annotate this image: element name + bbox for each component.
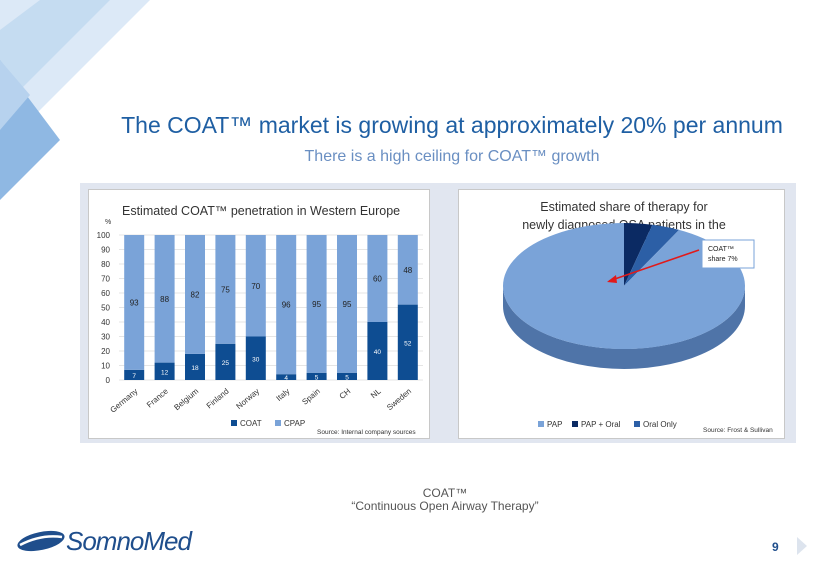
bar-ytick-label: 20 xyxy=(101,347,110,356)
bar-ytick-label: 60 xyxy=(101,289,110,298)
pie-annotation-arrowhead xyxy=(607,275,617,283)
bar-coat xyxy=(276,374,297,380)
pie-title-line: Estimated share of therapy for xyxy=(540,200,707,214)
bar-data-label: 96 xyxy=(282,301,291,310)
bar-coat xyxy=(245,336,266,380)
bar-data-label: 88 xyxy=(160,295,169,304)
bar-chart-source: Source: Internal company sources xyxy=(317,429,416,436)
bar-ytick-label: 100 xyxy=(97,231,111,240)
pie-legend-label: PAP xyxy=(547,420,562,429)
pie-annotation-line2: share 7% xyxy=(708,256,738,263)
caption-line-2: “Continuous Open Airway Therapy” xyxy=(351,499,539,513)
bar-cpap xyxy=(154,235,175,363)
pie-legend-swatch xyxy=(538,421,544,427)
bar-cpap xyxy=(337,235,357,373)
bar-data-label: 95 xyxy=(312,300,321,309)
bar-xtick-label: France xyxy=(145,386,170,409)
bar-data-label: 40 xyxy=(374,349,382,356)
pie-chart-panel: Estimated share of therapy fornewly diag… xyxy=(458,189,785,439)
bar-coat xyxy=(397,304,418,380)
page-number: 9 xyxy=(772,540,779,554)
bar-xtick-label: Spain xyxy=(300,387,321,407)
bar-xtick-label: Belgium xyxy=(172,386,200,412)
bar-data-label: 25 xyxy=(222,360,230,367)
pie-legend-swatch xyxy=(634,421,640,427)
bar-data-label: 4 xyxy=(284,375,288,382)
bar-cpap xyxy=(276,235,297,375)
pie-chart: Estimated share of therapy fornewly diag… xyxy=(503,200,773,434)
next-chevron-icon[interactable] xyxy=(795,535,809,557)
bar-coat xyxy=(154,362,175,380)
bar-coat xyxy=(185,353,205,380)
pie-side-wall xyxy=(503,286,745,369)
bar-chart-title: Estimated COAT™ penetration in Western E… xyxy=(122,204,400,218)
bar-xtick-label: Norway xyxy=(235,387,262,411)
bar-coat xyxy=(306,372,327,380)
bar-chart: Estimated COAT™ penetration in Western E… xyxy=(97,204,423,436)
bar-data-label: 18 xyxy=(191,365,199,372)
bar-xtick-label: CH xyxy=(338,386,353,400)
bar-ytick-label: 70 xyxy=(101,275,110,284)
bar-ytick-label: 0 xyxy=(106,376,111,385)
coat-caption: COAT™ “Continuous Open Airway Therapy” xyxy=(25,487,840,513)
corner-decoration xyxy=(0,0,150,200)
bar-legend-swatch xyxy=(231,420,237,426)
bar-data-label: 60 xyxy=(373,275,382,284)
bar-coat xyxy=(367,322,388,380)
bar-data-label: 5 xyxy=(315,374,319,381)
bar-data-label: 95 xyxy=(343,300,352,309)
bar-ytick-label: 40 xyxy=(101,318,110,327)
bar-cpap xyxy=(397,235,418,305)
bar-ytick-label: 30 xyxy=(101,333,110,342)
pie-annotation-box xyxy=(701,239,755,269)
bar-data-label: 7 xyxy=(132,373,136,380)
bar-coat xyxy=(337,372,357,380)
bar-legend-label: CPAP xyxy=(284,419,305,428)
bar-legend-label: COAT xyxy=(240,419,262,428)
caption-line-1: COAT™ xyxy=(422,486,468,500)
bar-legend-swatch xyxy=(275,420,281,426)
page-subtitle: There is a high ceiling for COAT™ growth xyxy=(304,148,600,165)
pie-chart-source: Source: Frost & Sullivan xyxy=(703,427,773,434)
bar-data-label: 5 xyxy=(345,374,349,381)
bar-ytick-label: 80 xyxy=(101,260,110,269)
bar-cpap xyxy=(124,235,145,370)
bar-cpap xyxy=(306,235,327,373)
bar-data-label: 70 xyxy=(251,282,260,291)
pie-slice xyxy=(624,223,653,286)
somnomed-logo-icon xyxy=(17,530,65,552)
pie-annotation-arrow xyxy=(608,249,700,282)
bar-cpap xyxy=(367,235,388,322)
pie-legend-label: Oral Only xyxy=(643,420,677,429)
bar-ytick-label: 90 xyxy=(101,246,110,255)
pie-legend-label: PAP + Oral xyxy=(581,420,621,429)
bar-data-label: 75 xyxy=(221,285,230,294)
bar-xtick-label: NL xyxy=(369,386,383,400)
bar-xtick-label: Italy xyxy=(274,387,291,403)
bar-data-label: 48 xyxy=(403,266,412,275)
bar-coat xyxy=(215,343,236,380)
bar-ytick-label: 10 xyxy=(101,362,110,371)
bar-xtick-label: Sweden xyxy=(385,387,413,412)
bar-ytick-label: 50 xyxy=(101,304,110,313)
bar-data-label: 12 xyxy=(161,369,169,376)
bar-xtick-label: Germany xyxy=(108,387,139,415)
bar-data-label: 30 xyxy=(252,356,260,363)
bar-chart-panel: Estimated COAT™ penetration in Western E… xyxy=(88,189,430,439)
logo-text: SomnoMed xyxy=(66,526,192,556)
pie-annotation-line1: COAT™ xyxy=(708,246,734,253)
bar-cpap xyxy=(245,235,266,337)
bar-cpap xyxy=(215,235,236,344)
page-title: The COAT™ market is growing at approxima… xyxy=(121,112,783,138)
bar-chart-ylabel: % xyxy=(105,219,111,226)
bar-data-label: 93 xyxy=(130,298,139,307)
bar-data-label: 52 xyxy=(404,340,412,347)
bar-cpap xyxy=(185,235,205,354)
pie-legend-swatch xyxy=(572,421,578,427)
bar-xtick-label: Finland xyxy=(205,387,231,411)
bar-coat xyxy=(124,369,145,380)
bar-data-label: 82 xyxy=(191,290,200,299)
